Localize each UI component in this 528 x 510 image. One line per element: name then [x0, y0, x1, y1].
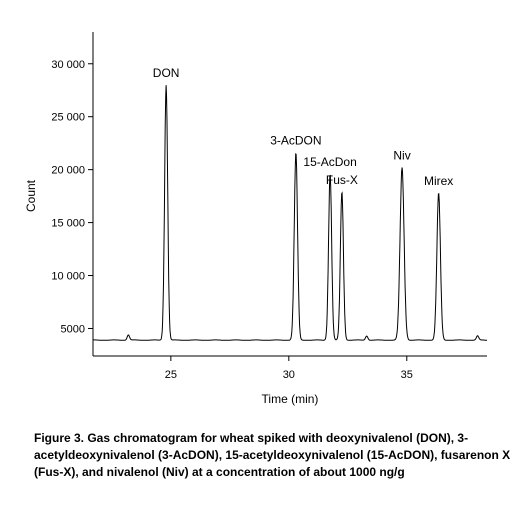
figure-caption: Figure 3. Gas chromatogram for wheat spi…: [34, 431, 511, 479]
y-tick-label: 15 000: [51, 218, 85, 230]
x-axis-ticks: 25 30 35: [165, 356, 413, 381]
x-tick-label: 35: [401, 369, 413, 381]
peak-labels: DON 3-AcDON 15-AcDon Fus-X Niv Mirex: [153, 66, 454, 188]
peak-label-mirex: Mirex: [424, 174, 453, 188]
x-tick-label: 30: [283, 369, 295, 381]
x-tick-label: 25: [165, 369, 177, 381]
y-tick-label: 20 000: [51, 165, 85, 177]
peak-label-niv: Niv: [393, 149, 410, 163]
y-tick-label: 30 000: [51, 59, 85, 71]
y-tick-label: 10 000: [51, 271, 85, 283]
y-tick-label: 25 000: [51, 112, 85, 124]
y-axis-title: Count: [24, 179, 38, 212]
x-axis-title: Time (min): [262, 392, 319, 406]
y-axis-ticks: 5000 10 000 15 000 20 000 25 000 30 000: [51, 59, 93, 335]
peak-label-fus-x: Fus-X: [326, 173, 358, 187]
chromatogram-chart: 5000 10 000 15 000 20 000 25 000 30 000 25 30 3…: [24, 32, 487, 406]
peak-label-15-acdon: 15-AcDon: [303, 155, 356, 169]
y-tick-label: 5000: [61, 323, 85, 335]
peak-label-3-acdon: 3-AcDON: [270, 134, 321, 148]
chromatogram-trace: [93, 85, 487, 341]
peak-label-don: DON: [153, 66, 180, 80]
